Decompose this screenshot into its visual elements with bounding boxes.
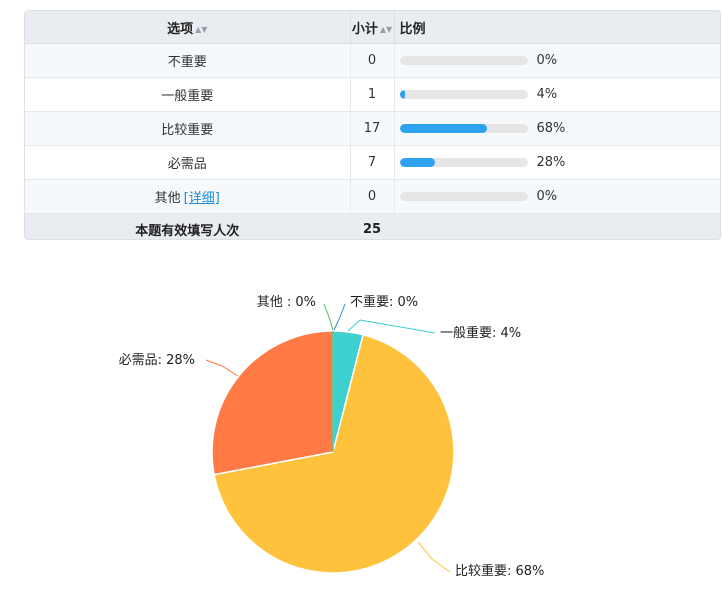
header-subtotal-label: 小计 — [351, 21, 378, 37]
ratio-bar-track — [399, 124, 528, 133]
pie-leader-line — [205, 359, 239, 377]
ratio-cell: 0% — [393, 179, 720, 214]
ratio-bar-track — [399, 90, 528, 99]
ratio-percent: 68% — [536, 121, 566, 136]
ratio-cell: 4% — [393, 77, 720, 112]
sort-icon[interactable]: ▲▼ — [195, 24, 208, 34]
option-cell: 一般重要 — [25, 77, 350, 112]
total-count: 25 — [349, 213, 394, 239]
pie-label: 其他 : 0% — [257, 295, 316, 310]
table-header-row: 选项 ▲▼ 小计 ▲▼ 比例 — [25, 11, 720, 44]
count-cell: 1 — [349, 77, 394, 112]
header-ratio: 比例 — [393, 11, 720, 44]
header-subtotal[interactable]: 小计 ▲▼ — [349, 11, 394, 44]
pie-leader-line — [333, 303, 346, 331]
ratio-percent: 0% — [536, 189, 558, 204]
count-cell: 7 — [349, 145, 394, 180]
count-cell: 17 — [349, 111, 394, 146]
table-row: 不重要 0 0% — [25, 43, 720, 78]
ratio-bar-track — [399, 158, 528, 167]
ratio-bar-fill — [399, 124, 487, 133]
pie-leader-line — [347, 319, 436, 334]
pie-slice[interactable] — [211, 330, 334, 476]
option-cell: 不重要 — [25, 43, 350, 78]
pie-chart: 不重要: 0% 一般重要: 4% 比较重要: 68% 必需品: 28% 其他 : 0% — [119, 294, 545, 579]
pie-label: 比较重要: 68% — [455, 563, 544, 579]
header-ratio-label: 比例 — [399, 21, 426, 37]
option-cell: 必需品 — [25, 145, 350, 180]
ratio-percent: 28% — [536, 155, 566, 170]
table-row: 比较重要 17 68% — [25, 111, 720, 146]
pie-leader-line — [417, 541, 451, 573]
table-row: 必需品 7 28% — [25, 145, 720, 180]
ratio-bar-fill — [399, 90, 405, 99]
option-cell: 比较重要 — [25, 111, 350, 146]
count-cell: 0 — [349, 43, 394, 78]
pie-label: 必需品: 28% — [119, 353, 195, 368]
ratio-cell: 0% — [393, 43, 720, 78]
sort-icon[interactable]: ▲▼ — [379, 24, 393, 34]
option-label: 其他 — [154, 191, 181, 206]
ratio-cell: 28% — [393, 145, 720, 180]
ratio-bar-fill — [399, 158, 436, 167]
count-cell: 0 — [349, 179, 394, 214]
ratio-bar-track — [399, 56, 528, 65]
pie-label: 一般重要: 4% — [440, 325, 521, 341]
pie-leader-line — [323, 303, 334, 331]
table-row: 其他 [详细] 0 0% — [25, 179, 720, 214]
pie-slice[interactable] — [213, 333, 455, 574]
table-row: 一般重要 1 4% — [25, 77, 720, 112]
ratio-cell: 68% — [393, 111, 720, 146]
ratio-percent: 4% — [536, 87, 558, 102]
ratio-percent: 0% — [536, 53, 558, 68]
results-table-container: 选项 ▲▼ 小计 ▲▼ 比例 不重要 0 0% 一般重要 1 — [24, 10, 721, 240]
ratio-bar-track — [399, 192, 528, 201]
results-table: 选项 ▲▼ 小计 ▲▼ 比例 不重要 0 0% 一般重要 1 — [25, 11, 720, 239]
detail-link[interactable]: [详细] — [183, 191, 220, 206]
total-empty-cell — [393, 213, 720, 239]
header-option[interactable]: 选项 ▲▼ — [25, 11, 350, 44]
total-label: 本题有效填写人次 — [25, 213, 350, 239]
total-row: 本题有效填写人次 25 — [25, 213, 720, 239]
pie-label: 不重要: 0% — [350, 294, 418, 310]
option-cell: 其他 [详细] — [25, 179, 350, 214]
header-option-label: 选项 — [167, 21, 194, 37]
